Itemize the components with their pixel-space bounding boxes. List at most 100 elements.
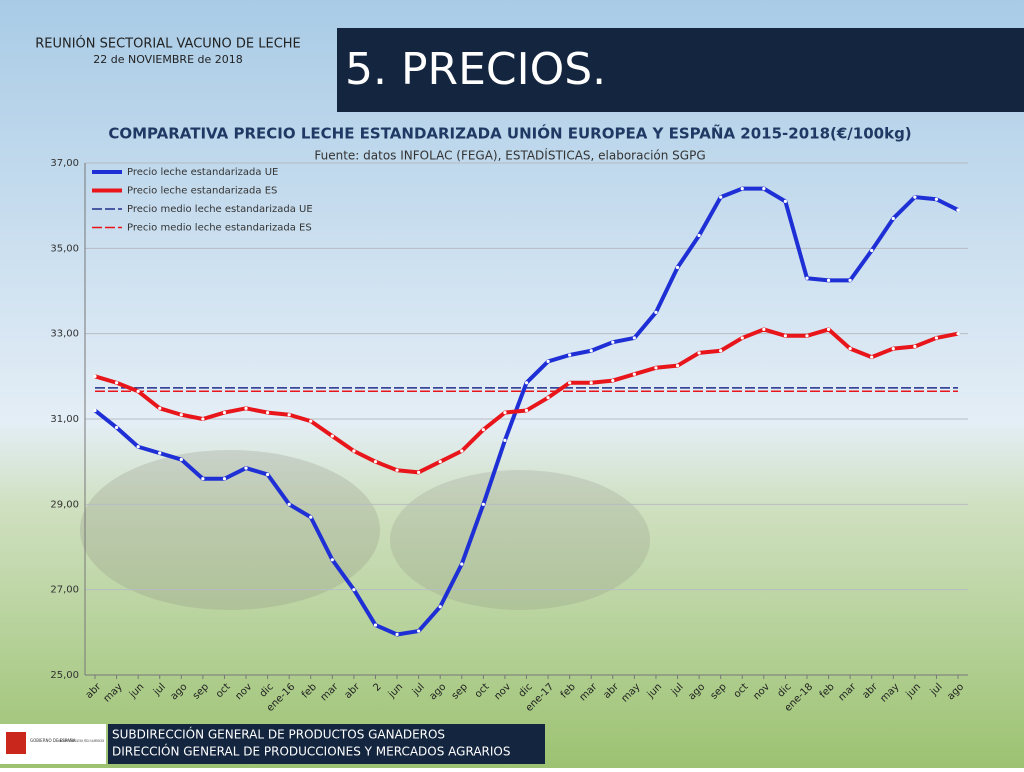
point bbox=[740, 187, 744, 191]
y-tick-label: 35,00 bbox=[50, 243, 79, 254]
point bbox=[740, 336, 744, 340]
point bbox=[719, 349, 723, 353]
point bbox=[826, 327, 831, 331]
point bbox=[330, 558, 334, 562]
point bbox=[675, 364, 680, 368]
point bbox=[503, 438, 507, 442]
point bbox=[309, 515, 313, 519]
point bbox=[934, 336, 939, 340]
legend-label: Precio leche estandarizada UE bbox=[127, 167, 278, 178]
point bbox=[158, 451, 162, 455]
point bbox=[589, 349, 593, 353]
point bbox=[848, 347, 852, 351]
y-tick-label: 27,00 bbox=[50, 585, 79, 596]
point bbox=[632, 372, 636, 376]
point bbox=[546, 359, 550, 363]
point bbox=[762, 187, 766, 191]
point bbox=[891, 216, 895, 221]
point bbox=[826, 278, 831, 282]
point bbox=[287, 502, 291, 506]
point bbox=[417, 629, 421, 633]
point bbox=[719, 195, 723, 199]
point bbox=[373, 623, 378, 627]
point bbox=[417, 470, 421, 474]
y-tick-label: 29,00 bbox=[50, 499, 79, 510]
chart-subtitle: Fuente: datos INFOLAC (FEGA), ESTADÍSTIC… bbox=[314, 148, 705, 163]
y-tick-label: 25,00 bbox=[50, 670, 79, 681]
event-name: REUNIÓN SECTORIAL VACUNO DE LECHE bbox=[35, 36, 301, 52]
point bbox=[438, 460, 442, 464]
point bbox=[848, 278, 852, 282]
legend-label: Precio leche estandarizada ES bbox=[127, 186, 277, 197]
point bbox=[179, 457, 183, 462]
point bbox=[179, 413, 183, 417]
legend-label: Precio medio leche estandarizada UE bbox=[127, 204, 313, 215]
point bbox=[136, 445, 140, 449]
point bbox=[913, 344, 917, 349]
point bbox=[568, 353, 572, 357]
point bbox=[611, 379, 615, 383]
point bbox=[114, 381, 119, 385]
y-tick-label: 37,00 bbox=[50, 158, 79, 169]
point bbox=[244, 406, 248, 410]
point bbox=[675, 265, 680, 270]
point bbox=[891, 347, 895, 351]
point bbox=[114, 425, 119, 430]
point bbox=[93, 408, 97, 413]
legend-label: Precio medio leche estandarizada ES bbox=[127, 223, 312, 234]
point bbox=[524, 381, 529, 385]
point bbox=[287, 413, 291, 417]
point bbox=[352, 588, 356, 592]
point bbox=[438, 605, 442, 609]
point bbox=[201, 477, 205, 481]
point bbox=[956, 208, 960, 212]
point bbox=[395, 632, 399, 637]
y-tick-label: 33,00 bbox=[50, 329, 79, 340]
point bbox=[632, 336, 636, 340]
point bbox=[589, 381, 593, 385]
point bbox=[481, 502, 485, 506]
point bbox=[503, 411, 507, 415]
point bbox=[136, 389, 140, 393]
point bbox=[309, 419, 313, 423]
point bbox=[330, 434, 334, 438]
point bbox=[93, 374, 97, 378]
section-banner bbox=[337, 28, 1024, 112]
point bbox=[266, 411, 270, 415]
point bbox=[654, 310, 658, 314]
footer-banner bbox=[108, 724, 545, 764]
point bbox=[460, 449, 464, 453]
point bbox=[697, 351, 701, 355]
point bbox=[158, 406, 162, 410]
logo-text: MINISTERIO DE AGRICULTURA, PESCA Y ALIME… bbox=[58, 738, 104, 743]
point bbox=[956, 332, 960, 336]
point bbox=[697, 233, 701, 238]
footer-line: DIRECCIÓN GENERAL DE PRODUCCIONES Y MERC… bbox=[112, 744, 510, 759]
point bbox=[266, 472, 270, 477]
point bbox=[222, 477, 227, 481]
event-date: 22 de NOVIEMBRE de 2018 bbox=[93, 53, 243, 66]
point bbox=[611, 340, 615, 344]
point bbox=[524, 408, 529, 413]
chart-title: COMPARATIVA PRECIO LECHE ESTANDARIZADA U… bbox=[108, 124, 911, 143]
logo-emblem bbox=[6, 732, 26, 754]
point bbox=[913, 195, 917, 199]
point bbox=[805, 334, 809, 338]
point bbox=[783, 334, 788, 338]
section-title: 5. PRECIOS. bbox=[345, 44, 606, 95]
point bbox=[244, 466, 248, 470]
point bbox=[546, 396, 550, 400]
cow-shape bbox=[80, 450, 380, 610]
cow-shape bbox=[390, 470, 650, 610]
point bbox=[481, 428, 485, 432]
point bbox=[654, 366, 658, 370]
point bbox=[395, 468, 399, 472]
point bbox=[783, 199, 788, 203]
point bbox=[222, 411, 227, 415]
point bbox=[373, 460, 378, 464]
point bbox=[568, 381, 572, 385]
point bbox=[352, 449, 356, 453]
point bbox=[805, 276, 809, 280]
point bbox=[934, 197, 939, 201]
